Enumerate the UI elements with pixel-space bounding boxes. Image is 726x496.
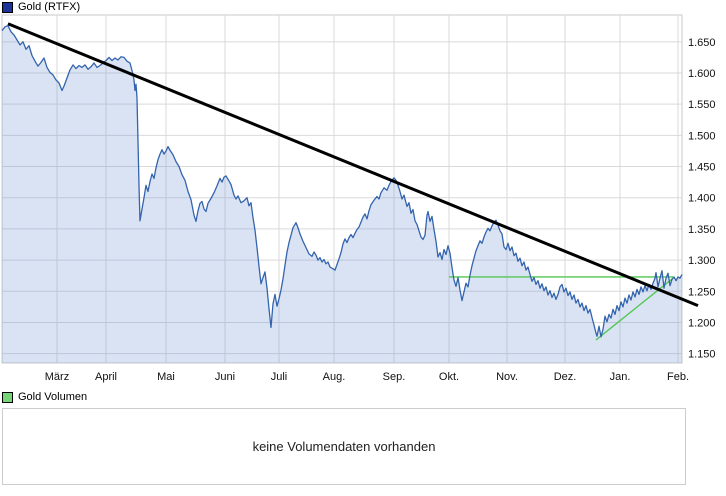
x-axis-label: April	[95, 371, 117, 383]
x-axis-label: Juni	[215, 371, 235, 383]
price-legend-label: Gold (RTFX)	[18, 1, 81, 13]
x-axis-label: Juli	[271, 371, 288, 383]
y-axis-label: 1.500	[688, 130, 716, 142]
falling-trendline	[7, 22, 699, 308]
y-axis-label: 1.600	[688, 68, 716, 80]
rising-support-line	[595, 277, 674, 341]
y-axis-label: 1.250	[688, 286, 716, 298]
y-axis-label: 1.200	[688, 317, 716, 329]
volume-panel: keine Volumendaten vorhanden	[2, 408, 686, 485]
y-axis-label: 1.400	[688, 193, 716, 205]
y-axis-label: 1.350	[688, 224, 716, 236]
price-legend: Gold (RTFX)	[2, 1, 80, 13]
y-axis-label: 1.300	[688, 255, 716, 267]
y-axis-label: 1.150	[688, 349, 716, 361]
volume-legend: Gold Volumen	[2, 391, 87, 403]
price-legend-swatch	[2, 1, 13, 13]
x-axis-label: Aug.	[323, 371, 346, 383]
x-axis-label: Feb.	[667, 371, 689, 383]
x-axis-label: Okt.	[439, 371, 459, 383]
x-axis-label: März	[45, 371, 69, 383]
price-area-fill	[2, 25, 682, 363]
y-axis-label: 1.550	[688, 99, 716, 111]
x-axis-label: Sep.	[383, 371, 406, 383]
volume-legend-label: Gold Volumen	[18, 391, 88, 403]
x-axis-label: Nov.	[496, 371, 518, 383]
volume-legend-swatch	[2, 391, 13, 403]
y-axis-label: 1.450	[688, 162, 716, 174]
x-axis-label: Mai	[157, 371, 175, 383]
price-line	[1, 24, 683, 338]
x-axis-label: Dez.	[554, 371, 577, 383]
y-axis-label: 1.650	[688, 37, 716, 49]
x-axis-label: Jan.	[610, 371, 631, 383]
price-chart-canvas: 1.650 1.600 1.550 1.500 1.450 1.400 1.350 1.300…	[1, 14, 716, 383]
no-volume-data-message: keine Volumendaten vorhanden	[252, 439, 436, 454]
